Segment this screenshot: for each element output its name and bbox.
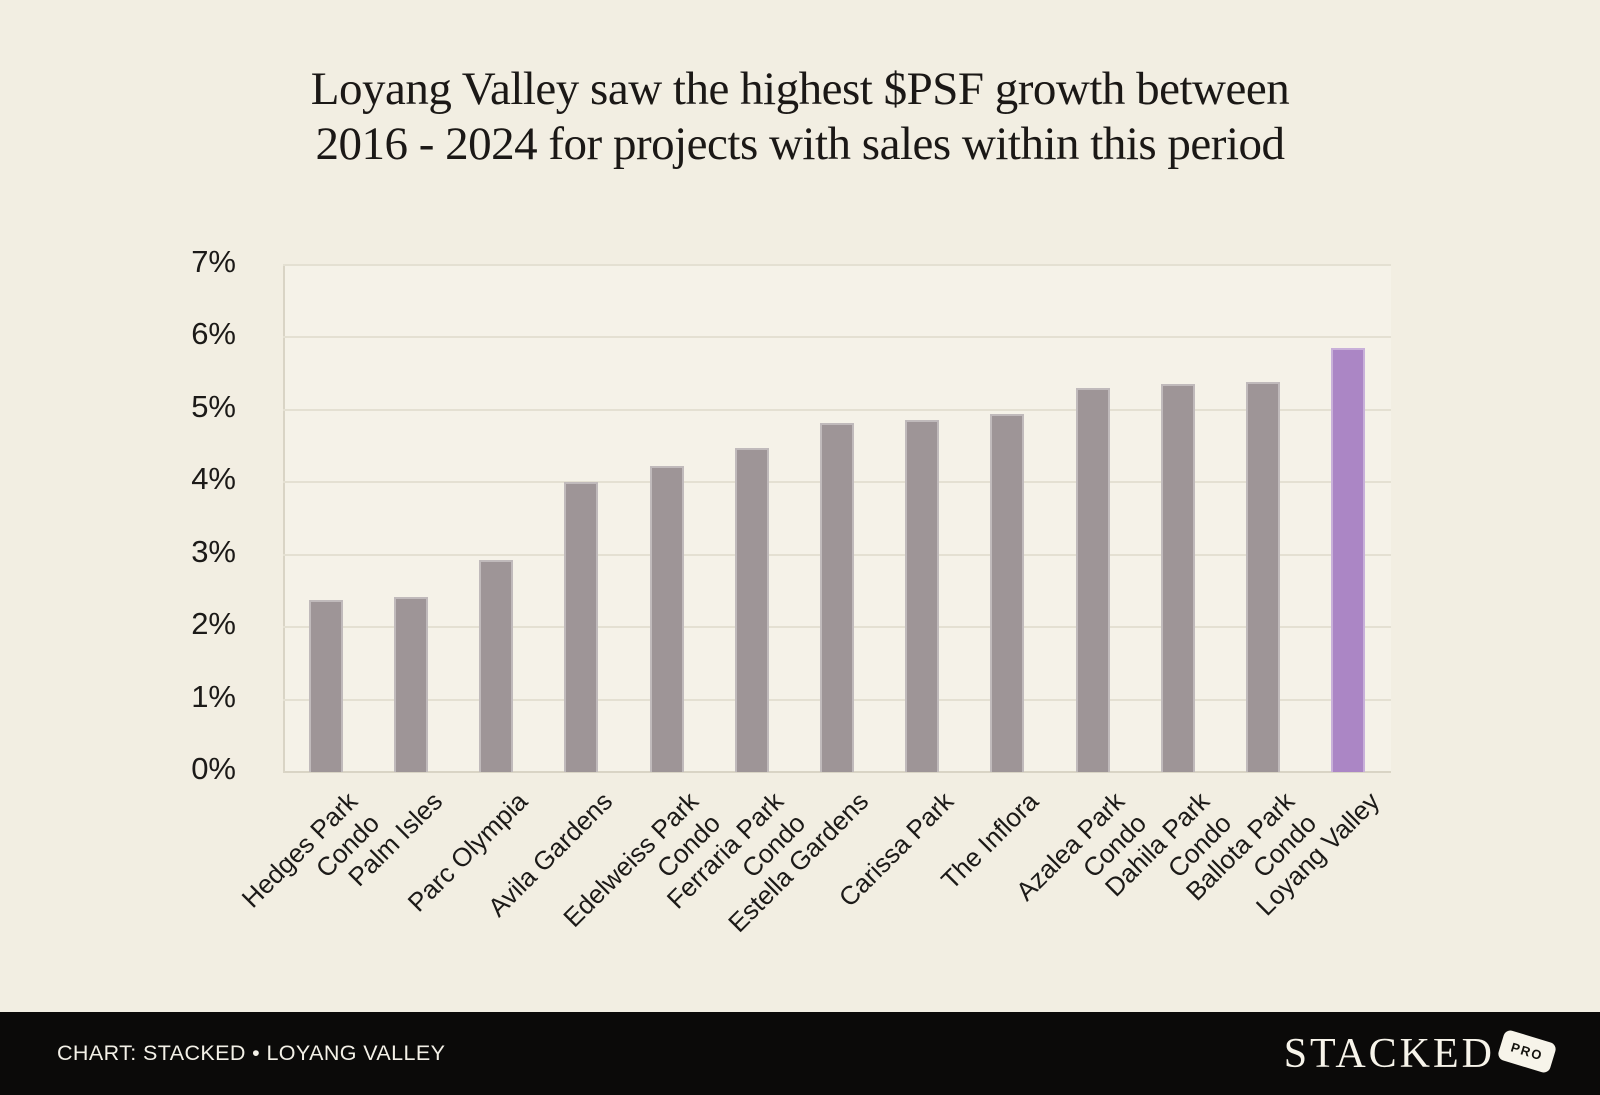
gridline-5pct <box>283 408 1391 411</box>
bar-the-inflora <box>990 414 1025 772</box>
bar-dahila-park-condo <box>1160 383 1195 772</box>
bar-carissa-park <box>905 419 940 772</box>
gridline-7pct <box>283 264 1391 266</box>
bar-azalea-park-condo <box>1075 388 1110 772</box>
bar-ballota-park-condo <box>1246 381 1281 772</box>
pro-badge: PRO <box>1496 1028 1558 1075</box>
y-axis-tick-5pct: 5% <box>191 388 236 424</box>
bar-hedges-park-condo <box>308 599 343 772</box>
y-axis-tick-3pct: 3% <box>191 533 236 569</box>
y-axis-tick-1pct: 1% <box>191 678 236 714</box>
stacked-logo: STACKED PRO <box>1283 1028 1558 1078</box>
bar-loyang-valley <box>1331 348 1366 772</box>
bar-estella-gardens <box>820 422 854 772</box>
y-axis-tick-0pct: 0% <box>191 751 236 786</box>
bar-edelweiss-park-condo <box>649 465 684 772</box>
chart-title: Loyang Valley saw the highest $PSF growt… <box>0 62 1600 172</box>
bar-palm-isles <box>393 596 428 772</box>
bar-avila-gardens <box>564 482 599 772</box>
y-axis-tick-2pct: 2% <box>191 606 236 642</box>
bar-parc-olympia <box>479 559 514 772</box>
chart-title-line-2: 2016 - 2024 for projects with sales with… <box>315 117 1286 170</box>
bar-ferraria-park-condo <box>734 448 769 772</box>
footer-bar: CHART: STACKED • LOYANG VALLEY STACKED P… <box>0 1012 1600 1095</box>
stacked-logo-text: STACKED <box>1283 1030 1495 1077</box>
footer-credit: CHART: STACKED • LOYANG VALLEY <box>57 1041 446 1065</box>
y-axis-tick-6pct: 6% <box>191 316 236 352</box>
gridline-0pct <box>283 771 1391 773</box>
y-axis-tick-4pct: 4% <box>191 461 236 497</box>
gridline-6pct <box>283 336 1391 339</box>
y-axis-tick-7pct: 7% <box>191 244 236 279</box>
chart-title-line-1: Loyang Valley saw the highest $PSF growt… <box>310 63 1290 115</box>
